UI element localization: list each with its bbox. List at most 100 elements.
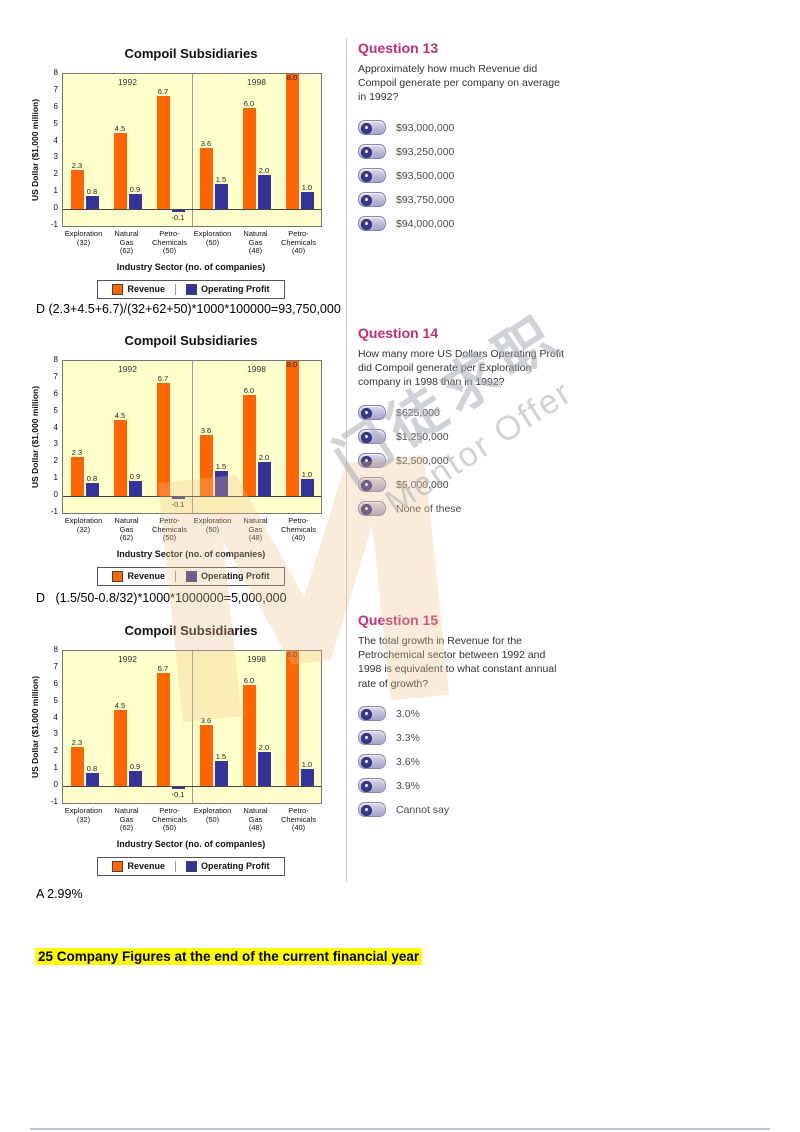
category-label: Petro- Chemicals (40) <box>280 806 316 832</box>
x-axis-title: Industry Sector (no. of companies) <box>116 548 266 559</box>
radio-button-icon[interactable] <box>358 405 386 421</box>
x-category-labels: Exploration (32) Natural Gas (62) Petro- Chemi… <box>62 516 320 543</box>
option-label: $93,500,000 <box>396 169 455 182</box>
bar-value-label: 4.5 <box>114 411 126 421</box>
radio-button-icon[interactable] <box>358 706 386 722</box>
y-tick-label: 6 <box>53 388 58 398</box>
chart-title: Compoil Subsidiaries <box>124 46 258 61</box>
group-divider <box>192 651 193 803</box>
next-page-table-edge <box>30 1128 770 1130</box>
option-row: 3.9% <box>358 778 570 794</box>
y-axis: -1 0 1 2 3 4 5 6 7 8 <box>42 645 62 806</box>
option-label: $1,250,000 <box>396 430 449 443</box>
bar-value-label: 1.5 <box>215 174 227 184</box>
option-row: $93,750,000 <box>358 192 570 208</box>
option-row: None of these <box>358 501 570 517</box>
bar-operating-profit <box>85 482 99 497</box>
bar-value-label: 4.5 <box>114 124 126 134</box>
y-tick-label: 5 <box>53 405 58 415</box>
question-text: Approximately how much Revenue did Compo… <box>358 63 560 104</box>
category-label: Exploration (32) <box>64 229 103 247</box>
chart-main: US Dollar ($1,000 million) -1 0 1 2 3 4 5 6 7 8 199… <box>28 68 336 229</box>
radio-button-icon[interactable] <box>358 730 386 746</box>
question-text: How many more US Dollars Operating Profi… <box>358 348 564 389</box>
y-axis: -1 0 1 2 3 4 5 6 7 8 <box>42 355 62 516</box>
option-row: $2,500,000 <box>358 453 570 469</box>
radio-button-icon[interactable] <box>358 778 386 794</box>
bar-value-label: -0.1 <box>171 789 185 799</box>
group-label: 1992 <box>118 77 137 87</box>
option-row: $94,000,000 <box>358 216 570 232</box>
option-label: $93,000,000 <box>396 121 455 134</box>
radio-button-icon[interactable] <box>358 453 386 469</box>
legend-swatch <box>186 570 197 582</box>
group-label: 1998 <box>247 364 266 374</box>
legend-item: Operating Profit <box>175 570 280 582</box>
bar-value-label: 6.0 <box>243 385 255 395</box>
option-label: 3.6% <box>396 755 420 768</box>
bar-revenue <box>70 170 84 210</box>
option-label: $2,500,000 <box>396 454 449 467</box>
option-label: $93,250,000 <box>396 145 455 158</box>
bar-revenue <box>156 382 170 497</box>
bar-value-label: 0.9 <box>129 184 141 194</box>
question-title: Question 13 <box>358 40 439 56</box>
bar-operating-profit <box>257 462 271 497</box>
bar-value-label: 6.7 <box>157 663 169 673</box>
options-list: 3.0% 3.3% 3.6% 3.9% Cannot say <box>358 706 570 818</box>
radio-button-icon[interactable] <box>358 192 386 208</box>
option-label: None of these <box>396 502 462 515</box>
option-row: 3.0% <box>358 706 570 722</box>
y-tick-label: 4 <box>53 422 58 432</box>
bar-revenue <box>285 651 299 787</box>
bar-value-label: 8.0 <box>286 73 298 82</box>
radio-button-icon[interactable] <box>358 477 386 493</box>
bar-revenue <box>285 361 299 497</box>
bar-value-label: 1.0 <box>301 183 313 193</box>
category-label: Petro- Chemicals (50) <box>151 806 187 832</box>
y-tick-label: 8 <box>53 355 58 364</box>
radio-button-icon[interactable] <box>358 120 386 136</box>
radio-button-icon[interactable] <box>358 216 386 232</box>
legend-wrap: Revenue Operating Profit <box>62 279 320 299</box>
y-tick-label: 4 <box>53 712 58 722</box>
bar-value-label: 2.0 <box>258 166 270 176</box>
radio-button-icon[interactable] <box>358 144 386 160</box>
legend-swatch <box>112 283 124 295</box>
option-row: 3.3% <box>358 730 570 746</box>
option-row: $1,250,000 <box>358 429 570 445</box>
section-heading-highlighted: 25 Company Figures at the end of the cur… <box>35 948 423 965</box>
category-label: Exploration (32) <box>64 806 103 824</box>
legend-item: Operating Profit <box>175 283 280 295</box>
chart-title: Compoil Subsidiaries <box>124 623 258 638</box>
y-tick-label: 5 <box>53 695 58 705</box>
option-label: $94,000,000 <box>396 217 455 230</box>
radio-button-icon[interactable] <box>358 168 386 184</box>
y-tick-label: 0 <box>53 490 58 500</box>
legend-label: Revenue <box>127 284 165 294</box>
option-label: $93,750,000 <box>396 193 455 206</box>
bar-operating-profit <box>128 770 142 787</box>
question-15-block: Question 15 The total growth in Revenue … <box>358 612 570 827</box>
radio-button-icon[interactable] <box>358 501 386 517</box>
chart-legend: Revenue Operating Profit <box>97 279 285 299</box>
bar-revenue <box>242 394 256 497</box>
legend-wrap: Revenue Operating Profit <box>62 856 320 876</box>
legend-label: Operating Profit <box>201 861 270 871</box>
bar-value-label: 2.3 <box>71 448 83 458</box>
radio-button-icon[interactable] <box>358 429 386 445</box>
bar-value-label: 0.9 <box>129 761 141 771</box>
question-title: Question 15 <box>358 612 439 628</box>
bar-value-label: 2.3 <box>71 738 83 748</box>
x-axis-line <box>63 786 321 788</box>
option-row: 3.6% <box>358 754 570 770</box>
option-row: $93,000,000 <box>358 120 570 136</box>
bar-value-label: 0.8 <box>86 186 98 196</box>
radio-button-icon[interactable] <box>358 754 386 770</box>
radio-button-icon[interactable] <box>358 802 386 818</box>
bar-value-label: 1.0 <box>301 760 313 770</box>
bar-revenue <box>156 672 170 787</box>
category-label: Petro- Chemicals (40) <box>280 229 316 255</box>
y-tick-label: 2 <box>53 169 58 179</box>
